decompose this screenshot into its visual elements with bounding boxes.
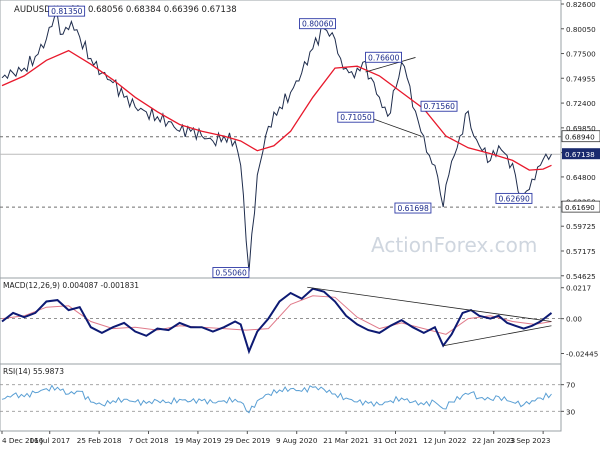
x-tick-label: 7 Oct 2018 <box>129 436 169 445</box>
x-tick-label: 4 Dec 2016 <box>2 436 44 445</box>
price-level-box <box>495 192 533 204</box>
rsi-y-tick-label: 70 <box>566 381 576 390</box>
price-level-box <box>365 51 402 63</box>
price-panel-frame <box>0 0 562 279</box>
macd-y-tick-label: -0.02445 <box>566 350 598 359</box>
x-tick-label: 12 Jun 2022 <box>423 436 466 445</box>
rsi-line <box>1 384 552 414</box>
price-y-tick-label: 0.80050 <box>566 25 596 34</box>
macd-y-tick-label: 0.0217 <box>566 284 591 293</box>
price-level-label: 0.80060 <box>302 20 334 29</box>
price-level-box <box>48 5 86 17</box>
macd-layer <box>0 286 561 355</box>
price-level-box <box>337 111 375 123</box>
level-tag <box>561 130 600 143</box>
price-y-tick-label: 0.64800 <box>566 173 596 182</box>
price-level-label: 0.55060 <box>215 269 247 278</box>
macd-panel-frame <box>0 277 562 365</box>
macd-trendline <box>443 325 552 347</box>
price-trendline <box>365 57 416 73</box>
price-level-label: 0.61698 <box>397 204 429 213</box>
rsi-panel-frame <box>0 363 562 432</box>
moving-average-line <box>1 49 552 171</box>
current-price-tag <box>562 148 600 160</box>
macd-trendline <box>307 286 552 322</box>
watermark: ActionForex.com <box>371 233 537 257</box>
price-level-box <box>394 202 432 214</box>
x-tick-label: 22 Jan 2023 <box>472 436 515 445</box>
price-y-tick-label: 0.57175 <box>566 247 596 256</box>
macd-main-line <box>1 287 553 355</box>
price-level-box <box>299 18 336 30</box>
x-tick-label: 3 Sep 2023 <box>510 436 551 445</box>
price-level-box <box>420 100 458 112</box>
rsi-y-tick-label: 30 <box>566 407 576 416</box>
price-y-tick-label: 0.59725 <box>566 222 596 231</box>
price-level-label: 0.71560 <box>424 102 456 111</box>
rsi-label: RSI(14) 55.9873 <box>3 367 64 376</box>
x-tick-label: 31 Oct 2021 <box>373 436 417 445</box>
price-level-label: 0.71050 <box>340 113 372 122</box>
level-tag-label: 0.68940 <box>565 133 595 142</box>
price-layer: 0.81350 0.80060 0.76600 0.71050 0.71560 0.616… <box>0 5 561 278</box>
price-trendline <box>365 115 422 137</box>
price-level-label: 0.62690 <box>498 194 530 203</box>
price-series-line <box>1 15 552 272</box>
macd-signal-line <box>1 295 552 335</box>
price-y-tick-label: 0.82600 <box>566 0 596 9</box>
price-y-tick-label: 0.72400 <box>566 99 596 108</box>
price-level-box <box>212 267 250 278</box>
macd-y-tick-label: 0.00 <box>566 315 582 324</box>
level-tag-label: 0.61690 <box>565 203 595 212</box>
price-y-tick-label: 0.77500 <box>566 50 596 59</box>
macd-label: MACD(12,26,9) 0.004087 -0.001831 <box>3 281 139 290</box>
price-y-tick-label: 0.74955 <box>566 74 596 83</box>
price-level-label: 0.76600 <box>368 53 400 62</box>
x-tick-label: 25 Feb 2018 <box>77 436 122 445</box>
price-y-tick-label: 0.54625 <box>566 272 596 281</box>
x-tick-label: 21 Mar 2021 <box>323 436 369 445</box>
x-tick-label: 19 May 2019 <box>174 436 221 445</box>
price-y-tick-label: 0.69850 <box>566 124 596 133</box>
x-tick-label: 29 Dec 2019 <box>224 436 270 445</box>
x-tick-label: 16 Jul 2017 <box>29 436 70 445</box>
current-price-tag-label: 0.67138 <box>565 150 595 159</box>
price-level-label: 0.81350 <box>51 7 83 16</box>
x-tick-label: 9 Aug 2020 <box>276 436 318 445</box>
level-tag <box>561 200 600 213</box>
ohlc-label: 0.68056 0.68384 0.66396 0.67138 <box>88 5 237 15</box>
rsi-layer <box>0 384 561 414</box>
